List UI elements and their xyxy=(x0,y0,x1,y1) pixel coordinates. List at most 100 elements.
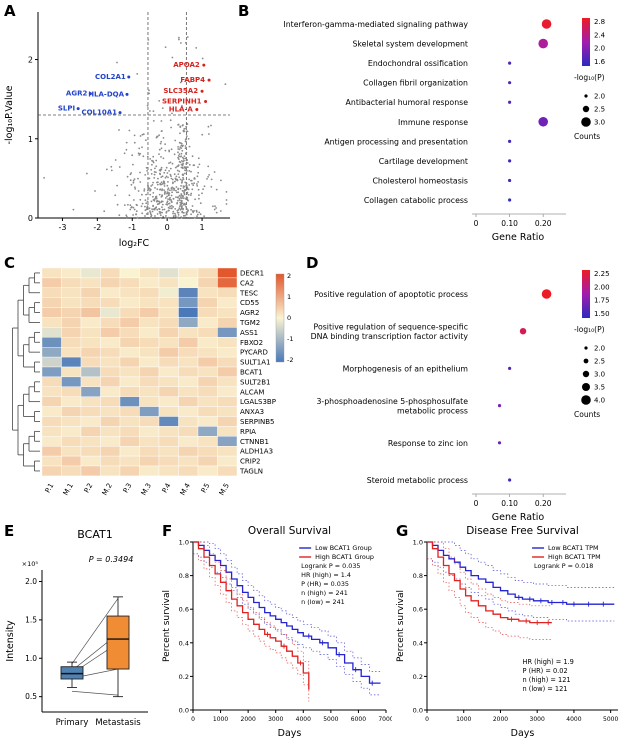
panel-d-go-dotplot: D 0 0.10 0.20 Gene Ratio Positive regulation… xyxy=(304,254,624,520)
panel-b-go-dotplot: B 0 0.10 0.20 Gene Ratio Interferon-gamma-me… xyxy=(236,2,624,252)
svg-text:P.1: P.1 xyxy=(44,482,56,494)
svg-text:M.5: M.5 xyxy=(218,482,231,497)
svg-text:n (low) = 121: n (low) = 121 xyxy=(523,685,568,693)
svg-text:Positive regulation of apoptot: Positive regulation of apoptotic process xyxy=(314,290,468,299)
svg-text:Percent survival: Percent survival xyxy=(396,590,406,662)
panel-a-label: A xyxy=(4,2,16,20)
svg-text:4.0: 4.0 xyxy=(594,397,605,405)
svg-text:2.5: 2.5 xyxy=(594,106,605,114)
svg-text:RPIA: RPIA xyxy=(240,428,256,436)
svg-text:0.0: 0.0 xyxy=(413,707,423,715)
svg-text:Collagen catabolic process: Collagen catabolic process xyxy=(364,196,468,205)
panel-a-volcano: A -3 -2 -1 0 1 0 1 2 log₂FC -log₁₀P.Value APOA2 FAB… xyxy=(2,2,234,252)
svg-text:5000: 5000 xyxy=(603,716,618,723)
svg-text:Endochondral ossification: Endochondral ossification xyxy=(368,59,468,68)
svg-text:HLA-A: HLA-A xyxy=(169,105,194,113)
svg-text:Days: Days xyxy=(278,728,302,739)
svg-text:2000: 2000 xyxy=(493,716,508,723)
panel-d-label: D xyxy=(306,254,319,272)
svg-text:Counts: Counts xyxy=(574,132,600,141)
svg-text:2.25: 2.25 xyxy=(594,270,610,278)
svg-text:1.0: 1.0 xyxy=(179,539,189,547)
svg-text:n (high) = 121: n (high) = 121 xyxy=(523,676,571,684)
svg-text:M.4: M.4 xyxy=(179,481,193,496)
svg-text:SLPI: SLPI xyxy=(58,105,75,113)
svg-text:P (HR) = 0.035: P (HR) = 0.035 xyxy=(301,580,349,588)
svg-text:4000: 4000 xyxy=(296,716,311,723)
svg-text:TAGLN: TAGLN xyxy=(239,467,263,475)
panel-g-label: G xyxy=(396,522,409,540)
disease-free-survival-canvas: Disease Free Survival 0 1000 2000 3000 4000 50… xyxy=(396,525,618,739)
svg-text:1000: 1000 xyxy=(456,716,471,723)
svg-text:0.2: 0.2 xyxy=(179,673,189,681)
panel-c-heatmap: C DECR1 CA2 TESC CD55 AGR2 TGM2 ASS1 FBXO2 PYCAR… xyxy=(2,254,302,520)
svg-text:2: 2 xyxy=(287,272,291,280)
svg-text:HR (high) = 1.9: HR (high) = 1.9 xyxy=(523,658,574,666)
svg-text:M.1: M.1 xyxy=(62,482,75,497)
svg-text:-log₁₀P.Value: -log₁₀P.Value xyxy=(4,85,15,144)
svg-text:-1: -1 xyxy=(287,335,293,343)
svg-text:2.0: 2.0 xyxy=(25,577,37,586)
svg-text:Immune response: Immune response xyxy=(398,118,468,127)
svg-text:0.10: 0.10 xyxy=(501,219,518,228)
svg-text:SULT1A1: SULT1A1 xyxy=(240,359,270,367)
svg-text:2.0: 2.0 xyxy=(594,93,605,101)
svg-text:SULT2B1: SULT2B1 xyxy=(240,378,271,386)
svg-text:1: 1 xyxy=(287,293,291,301)
svg-text:Percent survival: Percent survival xyxy=(162,590,172,662)
svg-text:HLA-DQA: HLA-DQA xyxy=(88,90,124,98)
svg-text:2.8: 2.8 xyxy=(594,18,605,26)
svg-text:0.20: 0.20 xyxy=(535,499,552,508)
svg-text:2000: 2000 xyxy=(241,716,256,723)
svg-text:Morphogenesis of an epithelium: Morphogenesis of an epithelium xyxy=(343,364,468,373)
svg-text:-log₁₀(P): -log₁₀(P) xyxy=(574,325,605,334)
svg-text:0.0: 0.0 xyxy=(179,707,189,715)
svg-text:5000: 5000 xyxy=(323,716,338,723)
panel-e-boxplot: E BCAT1 P = 0.3494 0.5 1.0 1.5 2.0 ×10⁵ Intensi… xyxy=(2,522,158,742)
svg-text:TESC: TESC xyxy=(239,289,258,297)
svg-text:1.5: 1.5 xyxy=(25,615,37,624)
svg-text:4000: 4000 xyxy=(566,716,581,723)
panel-f-label: F xyxy=(162,522,173,540)
svg-text:DECR1: DECR1 xyxy=(240,269,264,277)
svg-text:AGR2: AGR2 xyxy=(66,90,88,98)
svg-text:P.2: P.2 xyxy=(83,482,95,494)
svg-text:1.6: 1.6 xyxy=(594,58,606,66)
svg-text:3.0: 3.0 xyxy=(594,371,605,379)
svg-text:BCAT1: BCAT1 xyxy=(77,528,112,541)
volcano-plot-canvas: -3 -2 -1 0 1 0 1 2 log₂FC -log₁₀P.Value APOA2 FABP4… xyxy=(4,12,230,249)
paired-boxplot-canvas: BCAT1 P = 0.3494 0.5 1.0 1.5 2.0 ×10⁵ Intensity… xyxy=(5,528,148,728)
svg-text:Gene Ratio: Gene Ratio xyxy=(492,232,545,243)
svg-text:HR (high) = 1.4: HR (high) = 1.4 xyxy=(301,571,351,579)
svg-text:Intensity: Intensity xyxy=(5,620,16,662)
svg-text:COL2A1: COL2A1 xyxy=(95,73,126,81)
svg-text:3-phosphoadenosine 5-phosphosu: 3-phosphoadenosine 5-phosphosulfate xyxy=(316,397,468,406)
svg-text:Cholesterol homeostasis: Cholesterol homeostasis xyxy=(372,176,468,185)
panel-c-label: C xyxy=(4,254,16,272)
svg-text:2.00: 2.00 xyxy=(594,283,610,291)
panel-g-disease-free-survival: G Disease Free Survival 0 1000 2000 3000 4000… xyxy=(394,522,624,742)
svg-text:0: 0 xyxy=(474,219,479,228)
svg-text:FBXO2: FBXO2 xyxy=(240,339,263,347)
svg-text:Overall Survival: Overall Survival xyxy=(248,525,331,537)
svg-text:n (high) = 241: n (high) = 241 xyxy=(301,589,348,597)
svg-text:0.4: 0.4 xyxy=(413,639,423,647)
svg-text:Skeletal system development: Skeletal system development xyxy=(352,40,468,49)
svg-text:High BCAT1 TPM: High BCAT1 TPM xyxy=(548,553,601,561)
svg-text:Days: Days xyxy=(511,728,535,739)
svg-text:×10⁵: ×10⁵ xyxy=(22,560,39,568)
svg-text:Antibacterial humoral response: Antibacterial humoral response xyxy=(346,98,469,107)
svg-text:3.0: 3.0 xyxy=(594,119,605,127)
svg-text:Metastasis: Metastasis xyxy=(95,718,141,728)
svg-text:0.6: 0.6 xyxy=(179,606,189,614)
svg-text:APOA2: APOA2 xyxy=(173,61,200,69)
svg-text:FABP4: FABP4 xyxy=(180,76,205,84)
svg-text:Gene Ratio: Gene Ratio xyxy=(492,512,545,520)
svg-text:7000: 7000 xyxy=(378,716,392,723)
go-dotplot-b-canvas: 0 0.10 0.20 Gene Ratio Interferon-gamma-medi… xyxy=(283,18,606,243)
svg-text:M.2: M.2 xyxy=(101,482,114,497)
svg-text:3.5: 3.5 xyxy=(594,384,605,392)
svg-text:0: 0 xyxy=(165,223,170,232)
svg-text:SERPINB5: SERPINB5 xyxy=(240,418,275,426)
